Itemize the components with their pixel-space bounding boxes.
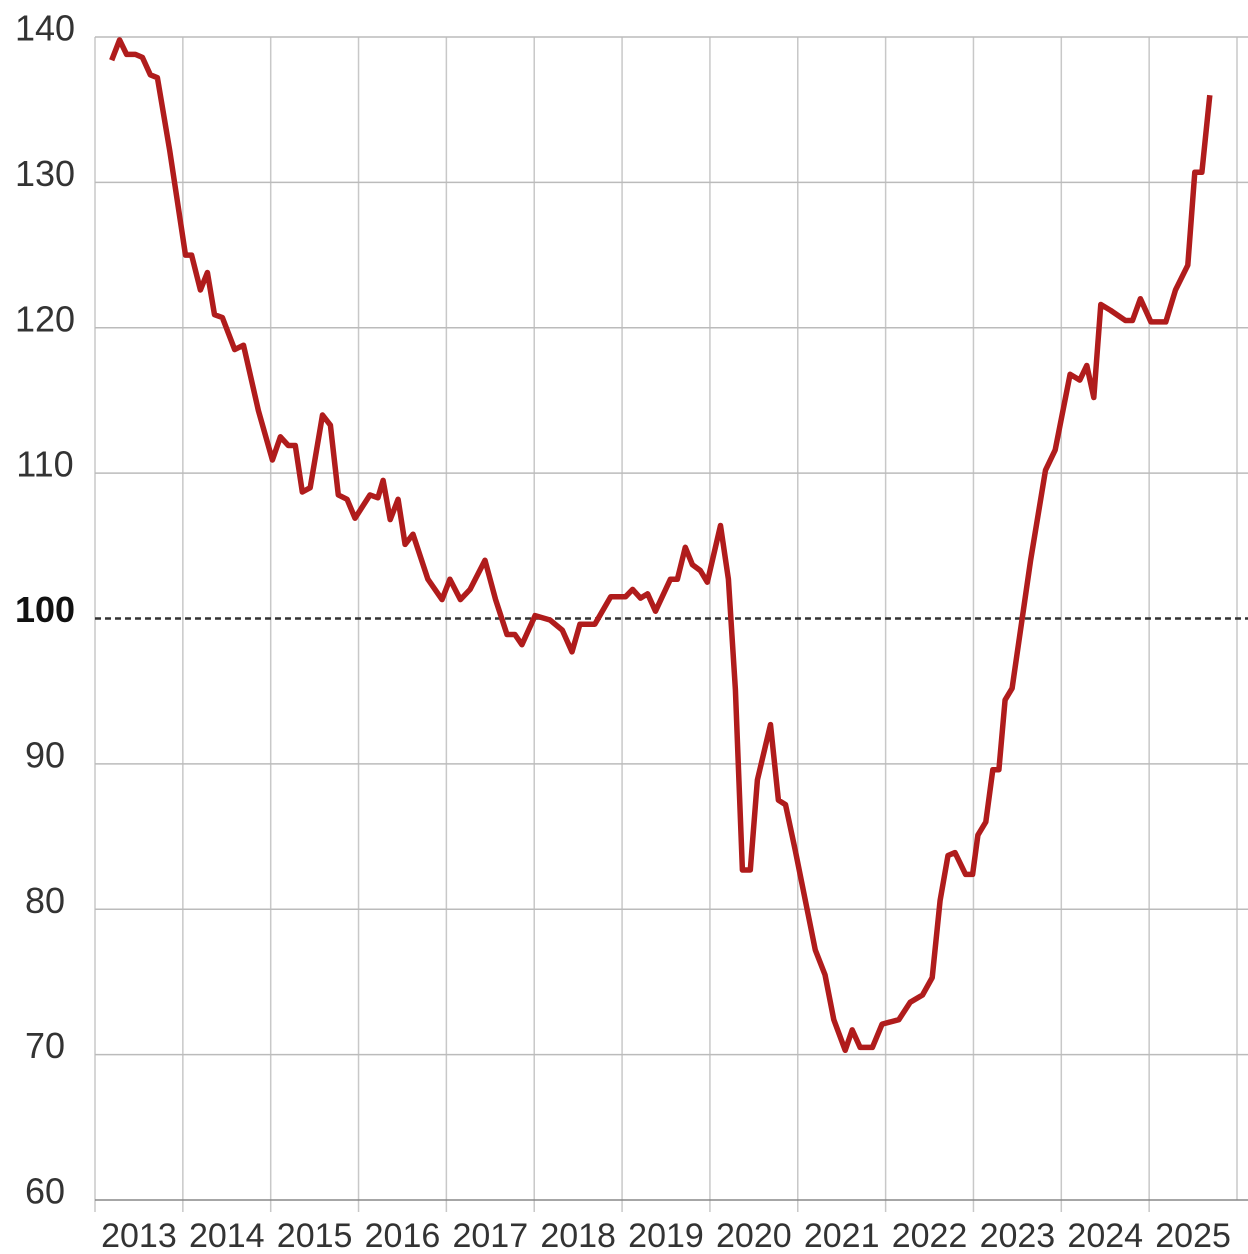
- x-tick-label: 2022: [892, 1217, 968, 1254]
- x-tick-label: 2025: [1155, 1217, 1231, 1254]
- x-tick-label: 2015: [277, 1217, 353, 1254]
- y-tick-label: 90: [25, 734, 65, 775]
- x-tick-label: 2017: [452, 1217, 528, 1254]
- x-tick-label: 2021: [804, 1217, 880, 1254]
- x-tick-label: 2024: [1067, 1217, 1143, 1254]
- y-tick-label: 70: [25, 1025, 65, 1066]
- data-line: [109, 37, 1213, 1054]
- y-tick-label: 130: [15, 153, 75, 194]
- y-tick-label: 120: [15, 298, 75, 339]
- y-tick-label: 110: [16, 444, 73, 485]
- x-tick-label: 2013: [101, 1217, 177, 1254]
- x-tick-label: 2020: [716, 1217, 792, 1254]
- y-tick-label: 100: [15, 589, 75, 630]
- x-tick-label: 2014: [189, 1217, 265, 1254]
- y-tick-label: 80: [25, 880, 65, 921]
- x-tick-label: 2019: [628, 1217, 704, 1254]
- y-tick-label: 60: [25, 1171, 65, 1212]
- x-tick-label: 2016: [365, 1217, 441, 1254]
- x-tick-label: 2023: [980, 1217, 1056, 1254]
- y-tick-label: 140: [15, 8, 75, 49]
- x-tick-label: 2018: [540, 1217, 616, 1254]
